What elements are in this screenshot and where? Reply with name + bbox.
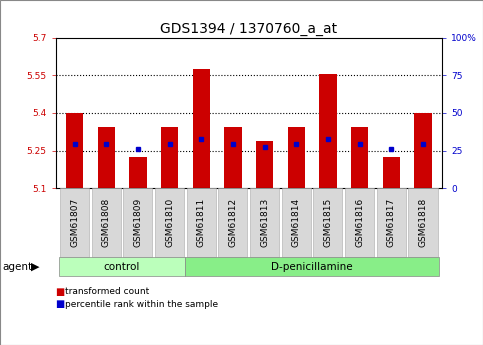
Bar [383,157,400,188]
Text: percentile rank within the sample: percentile rank within the sample [65,300,218,309]
Text: GSM61809: GSM61809 [133,198,142,247]
Bar [98,127,115,188]
Text: D-penicillamine: D-penicillamine [271,262,353,272]
Text: GSM61816: GSM61816 [355,198,364,247]
Text: GSM61807: GSM61807 [70,198,79,247]
Text: ■: ■ [56,299,65,309]
Text: GSM61811: GSM61811 [197,198,206,247]
Title: GDS1394 / 1370760_a_at: GDS1394 / 1370760_a_at [160,21,337,36]
Text: GSM61817: GSM61817 [387,198,396,247]
Bar [319,74,337,188]
Bar [224,127,242,188]
Text: agent: agent [2,262,32,272]
Bar [351,127,369,188]
Text: GSM61808: GSM61808 [102,198,111,247]
Bar [414,113,432,188]
Text: control: control [104,262,140,272]
Text: GSM61818: GSM61818 [418,198,427,247]
Bar [129,157,147,188]
Text: GSM61815: GSM61815 [324,198,332,247]
Text: ▶: ▶ [30,262,39,272]
Text: GSM61812: GSM61812 [228,198,238,247]
Bar [256,140,273,188]
Bar [66,113,83,188]
Text: GSM61814: GSM61814 [292,198,301,247]
Bar [287,127,305,188]
Text: GSM61810: GSM61810 [165,198,174,247]
Bar [193,69,210,188]
Text: GSM61813: GSM61813 [260,198,269,247]
Bar [161,127,178,188]
Text: ■: ■ [56,287,65,296]
Text: transformed count: transformed count [65,287,149,296]
